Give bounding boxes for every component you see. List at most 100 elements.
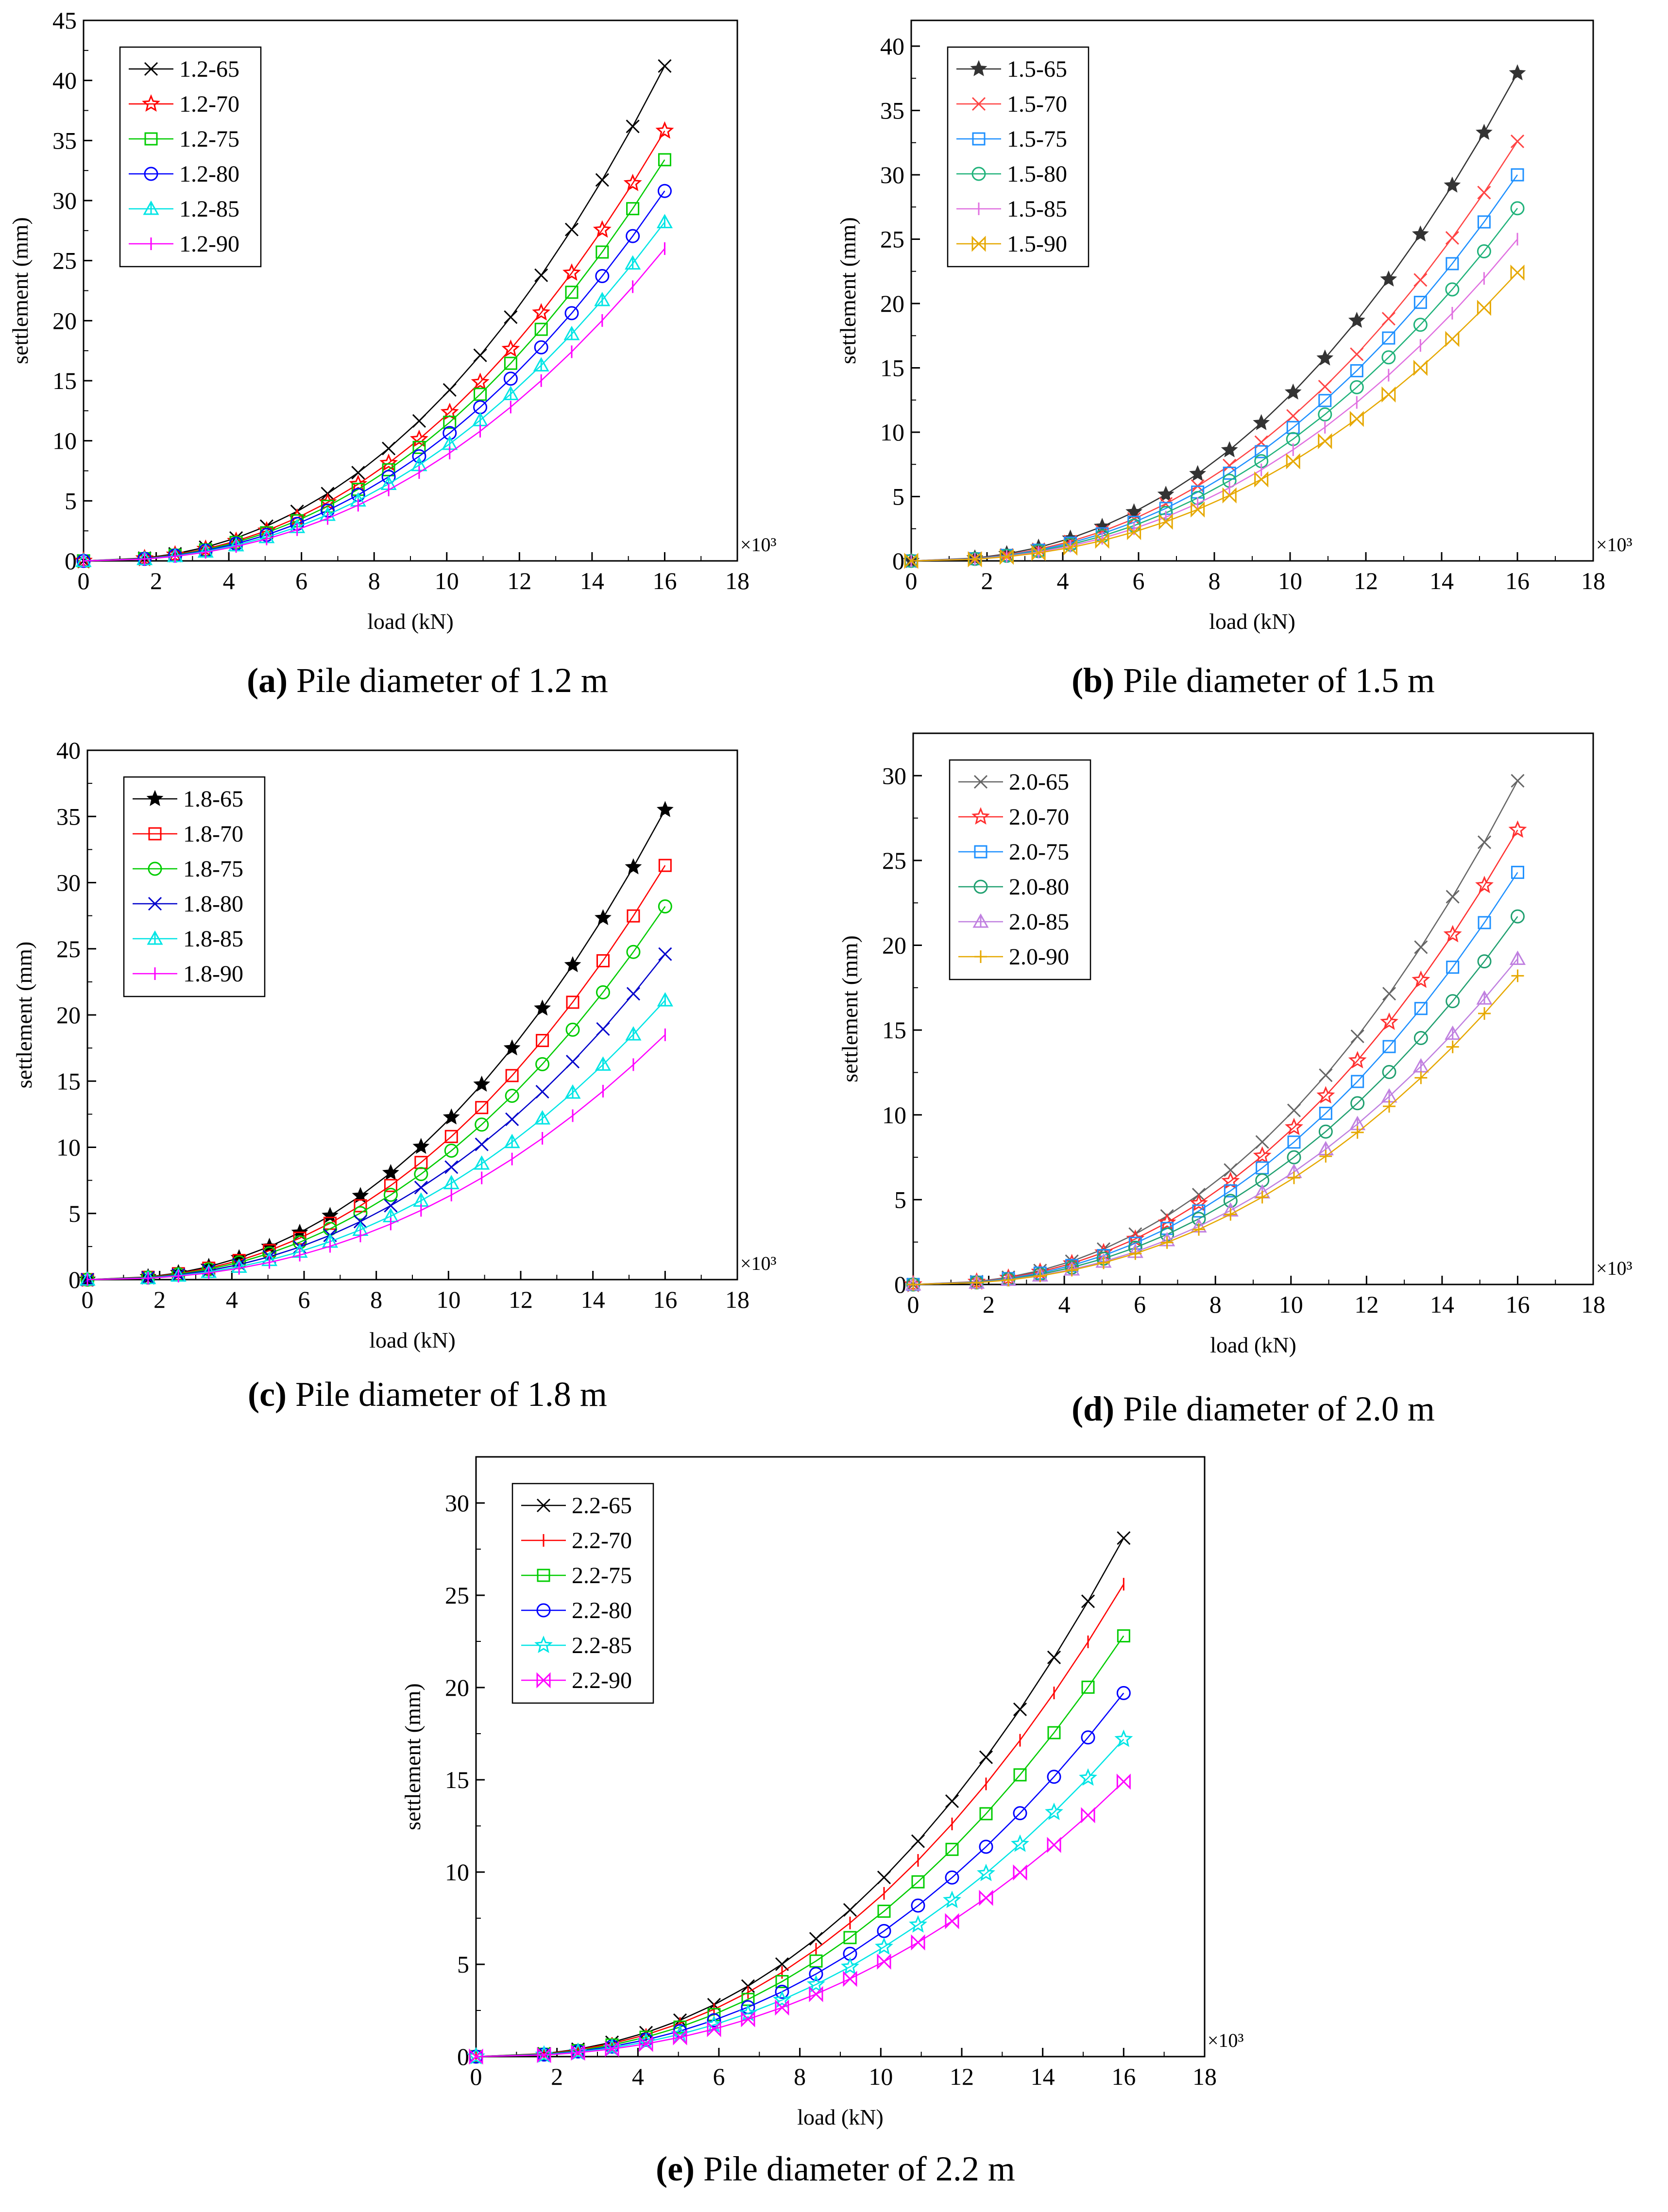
y-tick-label-c: 10: [56, 1134, 81, 1161]
legend-item-1.2-80: 1.2-80: [129, 161, 239, 187]
y-tick-label-d: 0: [894, 1271, 906, 1298]
data-point-1.2-75: [504, 356, 517, 370]
data-point-1.2-75: [412, 440, 426, 454]
data-point-2.0-90: [1160, 1236, 1174, 1249]
data-point-1.8-70: [566, 996, 579, 1009]
data-point-1.8-70: [536, 1034, 549, 1047]
data-point-2.2-85: [773, 1990, 791, 2008]
y-axis-label-a: settlement (mm): [8, 217, 33, 364]
series-a-1.2-90: [83, 242, 665, 567]
data-point-1.8-80: [658, 947, 672, 961]
x-tick-label-c: 12: [509, 1286, 533, 1313]
x-tick-label-e: 12: [950, 2063, 974, 2090]
y-tick-label-d: 30: [882, 762, 906, 789]
data-point-1.2-65: [658, 59, 672, 73]
series-a-1.2-85: [75, 214, 673, 567]
data-point-1.5-90: [1158, 513, 1173, 530]
data-point-2.0-90: [1034, 1269, 1047, 1283]
data-point-2.2-65: [1013, 1702, 1027, 1717]
data-point-1.8-75: [383, 1187, 398, 1202]
data-point-1.5-65: [1316, 349, 1334, 366]
data-point-1.5-90: [1095, 532, 1109, 549]
data-point-1.5-90: [1349, 410, 1364, 427]
data-point-1.5-70: [1318, 380, 1332, 394]
data-point-1.5-80: [1349, 380, 1364, 394]
data-point-1.8-75: [444, 1143, 459, 1158]
data-point-2.2-90: [775, 1999, 789, 2016]
legend-label-1.5-70: 1.5-70: [1007, 91, 1067, 117]
legend-label-1.2-80: 1.2-80: [179, 161, 239, 187]
legend-item-2.2-75: 2.2-75: [521, 1563, 632, 1588]
y-tick-label-c: 40: [56, 737, 81, 764]
data-point-1.8-70: [475, 1101, 489, 1114]
data-point-2.2-65: [979, 1750, 993, 1764]
data-point-1.5-75: [1511, 168, 1524, 182]
data-point-2.0-80: [1510, 909, 1525, 924]
data-point-1.5-75: [1382, 331, 1396, 345]
data-point-2.0-90: [1414, 1071, 1428, 1084]
data-point-1.8-75: [353, 1206, 368, 1220]
data-point-1.8-80: [475, 1137, 489, 1151]
data-point-1.5-75: [1318, 394, 1332, 407]
legend-item-1.5-70: 1.5-70: [956, 91, 1067, 117]
legend-label-1.2-70: 1.2-70: [179, 91, 239, 117]
data-point-2.2-85: [943, 1891, 961, 1908]
data-point-1.2-70: [532, 303, 551, 321]
data-point-1.5-70: [1445, 231, 1459, 245]
data-point-2.2-80: [1081, 1730, 1095, 1745]
x-tick-label-e: 4: [632, 2063, 644, 2090]
y-tick-label-c: 20: [56, 1001, 81, 1029]
legend-marker-2.0-90: [974, 950, 987, 963]
data-point-1.8-80: [565, 1055, 580, 1069]
x-tick-label-a: 18: [725, 567, 749, 594]
legend-label-1.8-85: 1.8-85: [183, 926, 243, 952]
caption-d: (d) Pile diameter of 2.0 m: [1072, 1389, 1435, 1428]
data-point-2.2-65: [1117, 1531, 1131, 1545]
data-point-2.0-90: [1065, 1264, 1078, 1277]
legend-item-1.2-70: 1.2-70: [129, 91, 239, 117]
data-point-2.2-90: [537, 2047, 551, 2063]
x-tick-label-e: 18: [1192, 2063, 1217, 2090]
data-point-1.8-80: [384, 1199, 398, 1213]
data-point-1.8-75: [658, 899, 672, 914]
data-point-1.2-65: [473, 348, 487, 362]
legend-item-2.2-70: 2.2-70: [521, 1528, 632, 1553]
data-point-1.8-65: [625, 858, 642, 875]
legend-box-e: [511, 1483, 654, 1704]
data-point-1.2-65: [626, 119, 640, 134]
data-point-2.2-80: [911, 1898, 925, 1913]
data-point-1.2-70: [501, 339, 520, 357]
data-point-1.2-75: [382, 463, 395, 476]
data-point-2.0-65: [1477, 835, 1492, 849]
series-line-1.5-90: [911, 272, 1518, 562]
x-tick-label-b: 18: [1581, 567, 1605, 594]
data-point-2.2-65: [843, 1903, 857, 1917]
data-point-2.0-75: [1224, 1184, 1237, 1198]
data-point-2.0-90: [970, 1276, 983, 1289]
caption-b-letter: (b): [1072, 661, 1115, 700]
data-point-2.0-70: [1443, 925, 1462, 943]
data-point-1.8-70: [627, 909, 640, 923]
data-point-2.0-65: [1255, 1135, 1269, 1149]
data-point-2.0-70: [1190, 1194, 1208, 1212]
data-point-1.8-65: [473, 1075, 491, 1092]
legend-label-2.2-75: 2.2-75: [572, 1563, 632, 1588]
y-tick-label-d: 25: [882, 847, 906, 874]
data-point-1.5-90: [1000, 548, 1014, 565]
y-tick-label-a: 30: [52, 187, 77, 214]
data-point-2.0-90: [1351, 1126, 1364, 1139]
caption-a: (a) Pile diameter of 1.2 m: [247, 661, 608, 700]
x-tick-label-c: 14: [581, 1286, 605, 1313]
data-point-1.2-75: [565, 286, 579, 299]
data-point-2.0-70: [1126, 1229, 1145, 1247]
data-point-2.2-65: [1047, 1650, 1061, 1665]
data-point-1.2-80: [534, 340, 548, 355]
data-point-2.0-75: [1287, 1135, 1301, 1149]
data-point-1.2-75: [534, 322, 548, 336]
data-point-1.8-80: [626, 987, 640, 1001]
data-point-1.8-75: [535, 1057, 550, 1071]
x-tick-label-e: 2: [551, 2063, 563, 2090]
data-point-1.2-70: [593, 220, 612, 238]
legend-label-2.2-65: 2.2-65: [572, 1493, 632, 1519]
series-line-1.8-85: [87, 1000, 666, 1281]
